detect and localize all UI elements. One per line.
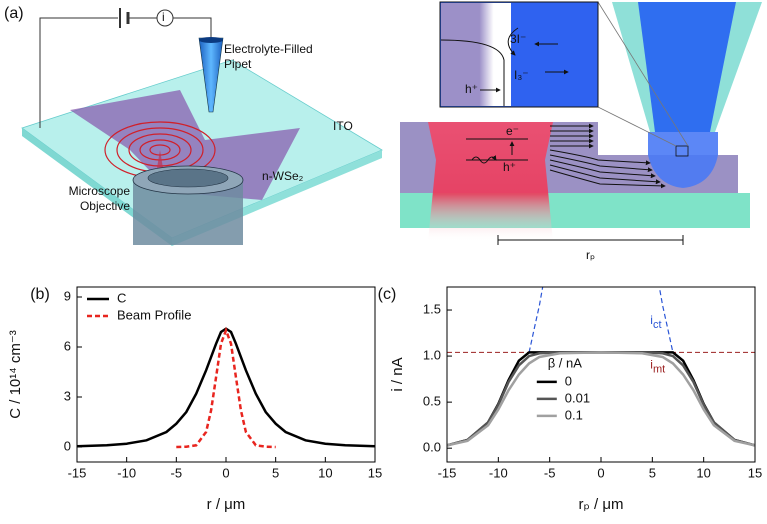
y-tick-label: 3 — [64, 388, 71, 403]
plot — [77, 326, 375, 449]
legend-label: 0.01 — [565, 390, 590, 405]
pipet-label: Pipet — [224, 57, 252, 71]
legend-label: Beam Profile — [117, 307, 191, 322]
panel-label: (b) — [30, 286, 50, 303]
inset-hole: h⁺ — [465, 82, 478, 96]
annotation-main: i — [650, 357, 653, 371]
legend-label: 0 — [565, 373, 572, 388]
panel-a-right: 3I⁻ I₃⁻ h⁺ e⁻ h⁺ rₚ — [400, 1, 762, 262]
y-tick-label: 1.0 — [423, 348, 441, 363]
series-line — [447, 351, 755, 447]
y-axis-label: C / 10¹⁴ cm⁻³ — [7, 330, 24, 419]
series-line — [447, 351, 755, 447]
series-line — [77, 327, 375, 448]
x-tick-label: -5 — [544, 465, 556, 480]
x-tick-label: -15 — [438, 465, 457, 480]
legend-label: 0.1 — [565, 407, 583, 422]
plot-frame — [446, 286, 756, 463]
x-tick-label: 5 — [272, 465, 279, 480]
y-tick-label: 9 — [64, 288, 71, 303]
objective-label: Microscope — [69, 184, 131, 198]
series-line — [176, 326, 276, 449]
series-line — [447, 351, 755, 447]
x-axis-label: rₚ / μm — [578, 496, 623, 513]
x-tick-label: 0 — [222, 465, 229, 480]
panel-a-left: (a) i Electrolyte-Filled Pipet ITO n-WSe… — [4, 5, 383, 246]
legend-label: C — [117, 290, 126, 305]
x-tick-label: 5 — [649, 465, 656, 480]
x-tick-label: 15 — [368, 465, 382, 480]
hole-label: h⁺ — [503, 160, 516, 174]
x-tick-label: 15 — [748, 465, 762, 480]
y-tick-label: 1.5 — [423, 301, 441, 316]
inset-reactant: 3I⁻ — [510, 32, 526, 46]
x-tick-label: -10 — [117, 465, 136, 480]
reference-curve — [528, 287, 674, 353]
legend-title: β / nA — [548, 355, 583, 370]
x-tick-label: -10 — [489, 465, 508, 480]
x-tick-label: -5 — [171, 465, 183, 480]
panel-label: (a) — [4, 5, 24, 22]
y-tick-label: 0 — [64, 438, 71, 453]
plot — [447, 287, 755, 447]
x-tick-label: -15 — [68, 465, 87, 480]
y-axis-label: i / nA — [389, 357, 406, 391]
y-tick-label: 0.5 — [423, 394, 441, 409]
meter-label: i — [162, 10, 165, 24]
ict-label: ict — [650, 313, 661, 331]
objective-label: Objective — [80, 199, 130, 213]
ito-label: ITO — [333, 119, 353, 133]
x-tick-label: 10 — [696, 465, 710, 480]
distance-label: rₚ — [586, 248, 595, 262]
y-tick-label: 6 — [64, 338, 71, 353]
annotation-sub: ct — [653, 319, 662, 331]
pipet-label: Electrolyte-Filled — [224, 42, 313, 56]
film-label: n-WSe₂ — [262, 169, 304, 183]
annotation-sub: mt — [653, 363, 665, 375]
imt-label: imt — [650, 357, 665, 375]
y-tick-label: 0.0 — [423, 440, 441, 455]
x-axis-label: r / μm — [207, 496, 246, 513]
annotation-main: i — [650, 313, 653, 327]
x-tick-label: 0 — [597, 465, 604, 480]
inset-product: I₃⁻ — [514, 68, 529, 82]
panel-label: (c) — [378, 286, 397, 303]
electron-label: e⁻ — [506, 124, 519, 138]
x-tick-label: 10 — [318, 465, 332, 480]
